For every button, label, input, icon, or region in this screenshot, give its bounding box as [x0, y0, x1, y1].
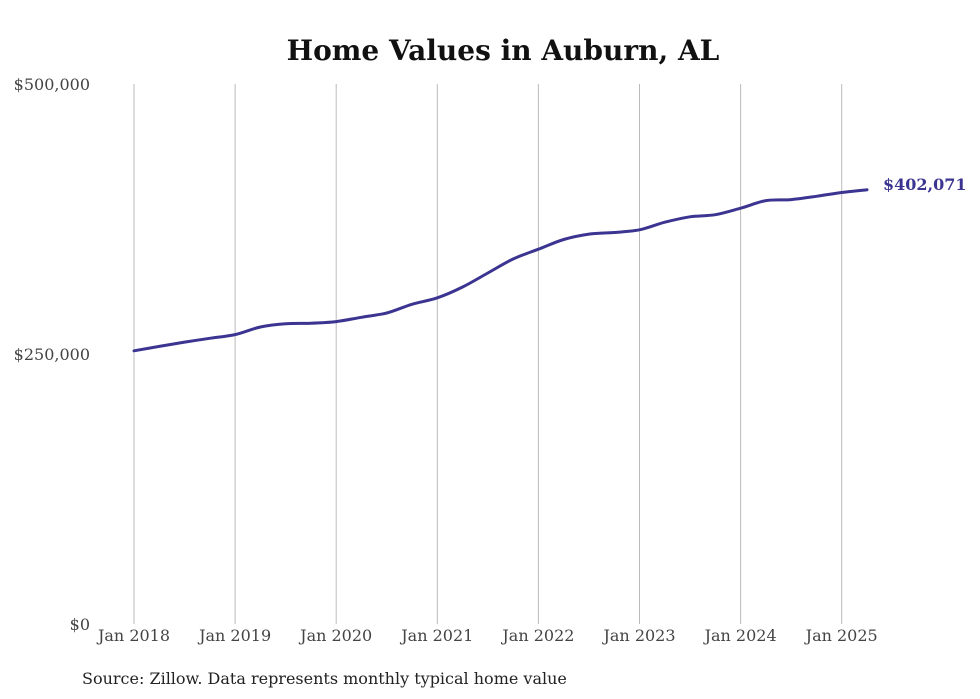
- x-tick-label: Jan 2025: [804, 626, 878, 645]
- x-tick-label: Jan 2023: [601, 626, 675, 645]
- y-tick-label: $0: [70, 615, 90, 634]
- x-tick-label: Jan 2022: [500, 626, 574, 645]
- end-value-label: $402,071: [883, 175, 967, 194]
- y-tick-label: $500,000: [14, 75, 90, 94]
- x-tick-label: Jan 2020: [298, 626, 372, 645]
- x-tick-label: Jan 2019: [197, 626, 271, 645]
- source-note: Source: Zillow. Data represents monthly …: [82, 669, 567, 688]
- x-tick-label: Jan 2021: [399, 626, 473, 645]
- x-tick-label: Jan 2018: [96, 626, 170, 645]
- y-axis: $0 $250,000 $500,000: [14, 75, 90, 634]
- series-line: [132, 188, 869, 353]
- x-axis: Jan 2018 Jan 2019 Jan 2020 Jan 2021 Jan 2022…: [96, 626, 878, 645]
- gridlines: [133, 84, 843, 624]
- x-tick-label: Jan 2024: [703, 626, 777, 645]
- y-tick-label: $250,000: [14, 345, 90, 364]
- chart-title: Home Values in Auburn, AL: [287, 34, 720, 67]
